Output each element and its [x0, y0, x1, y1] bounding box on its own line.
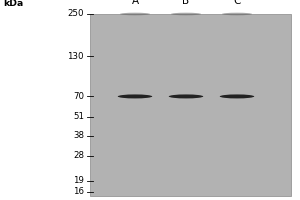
Text: 51: 51 — [73, 112, 84, 121]
Text: 130: 130 — [68, 52, 84, 61]
Ellipse shape — [169, 94, 203, 98]
Text: 16: 16 — [73, 188, 84, 196]
Text: 38: 38 — [73, 131, 84, 140]
Ellipse shape — [118, 94, 152, 98]
Text: kDa: kDa — [3, 0, 23, 8]
Text: C: C — [233, 0, 241, 6]
Text: 28: 28 — [73, 151, 84, 160]
Text: B: B — [182, 0, 190, 6]
Text: 70: 70 — [73, 92, 84, 101]
Text: A: A — [131, 0, 139, 6]
Ellipse shape — [222, 13, 252, 15]
Bar — [90, 14, 291, 196]
Ellipse shape — [120, 13, 150, 15]
Text: 250: 250 — [68, 9, 84, 19]
Ellipse shape — [220, 94, 254, 98]
Ellipse shape — [171, 13, 201, 15]
Text: 19: 19 — [73, 176, 84, 185]
